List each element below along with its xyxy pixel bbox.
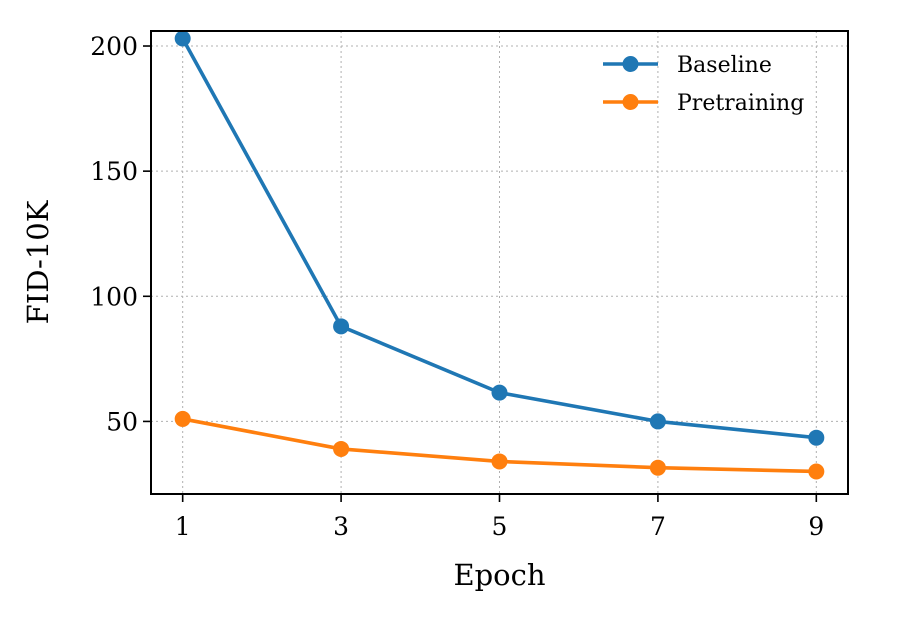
data-point bbox=[333, 440, 350, 457]
data-point bbox=[174, 410, 191, 427]
y-axis-label: FID-10K bbox=[21, 199, 55, 324]
legend-item: Pretraining bbox=[603, 91, 804, 116]
data-point bbox=[808, 463, 825, 480]
series-layer bbox=[174, 30, 825, 480]
data-point bbox=[491, 453, 508, 470]
series-baseline bbox=[174, 30, 825, 446]
data-point bbox=[649, 413, 666, 430]
y-tick-label: 50 bbox=[106, 407, 138, 436]
x-tick-label: 3 bbox=[333, 512, 349, 541]
legend-label: Pretraining bbox=[677, 91, 804, 116]
x-axis-label: Epoch bbox=[453, 558, 545, 592]
y-tick-label: 100 bbox=[90, 282, 138, 311]
y-tick-label: 150 bbox=[90, 157, 138, 186]
data-point bbox=[333, 318, 350, 335]
x-tick-label: 7 bbox=[650, 512, 666, 541]
legend-swatch-marker bbox=[622, 56, 639, 72]
x-tick-label: 9 bbox=[808, 512, 824, 541]
x-tick-label: 1 bbox=[175, 512, 191, 541]
data-point bbox=[174, 30, 191, 47]
x-tick-label: 5 bbox=[492, 512, 508, 541]
legend-swatch-marker bbox=[622, 94, 639, 110]
y-tick-label: 200 bbox=[90, 32, 138, 61]
data-point bbox=[808, 429, 825, 446]
data-point bbox=[649, 459, 666, 476]
data-point bbox=[491, 384, 508, 401]
legend-item: Baseline bbox=[603, 53, 772, 78]
axis-ticks: 1 3 5 7 9 50 100 150 200 bbox=[90, 32, 824, 541]
legend: Baseline Pretraining bbox=[603, 53, 804, 116]
series-pretraining bbox=[174, 410, 825, 480]
legend-label: Baseline bbox=[677, 53, 772, 78]
